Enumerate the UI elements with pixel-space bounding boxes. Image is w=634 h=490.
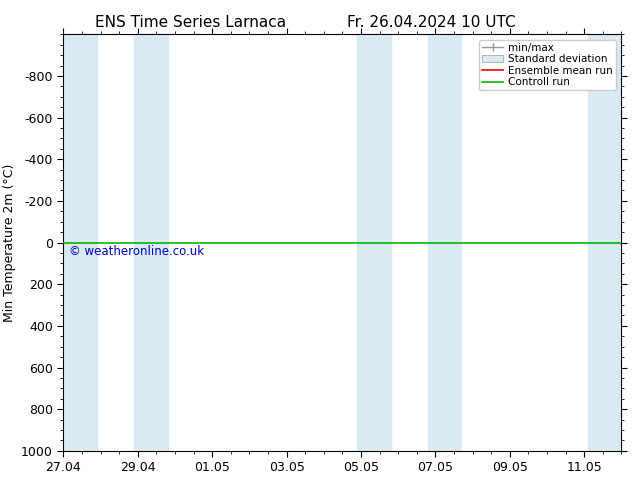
Bar — [134, 34, 167, 451]
Y-axis label: Min Temperature 2m (°C): Min Temperature 2m (°C) — [3, 163, 16, 322]
Text: ENS Time Series Larnaca: ENS Time Series Larnaca — [94, 15, 286, 30]
Text: © weatheronline.co.uk: © weatheronline.co.uk — [69, 245, 204, 258]
Bar — [63, 34, 97, 451]
Text: Fr. 26.04.2024 10 UTC: Fr. 26.04.2024 10 UTC — [347, 15, 515, 30]
Bar — [428, 34, 462, 451]
Legend: min/max, Standard deviation, Ensemble mean run, Controll run: min/max, Standard deviation, Ensemble me… — [479, 40, 616, 91]
Bar — [357, 34, 391, 451]
Bar — [588, 34, 621, 451]
